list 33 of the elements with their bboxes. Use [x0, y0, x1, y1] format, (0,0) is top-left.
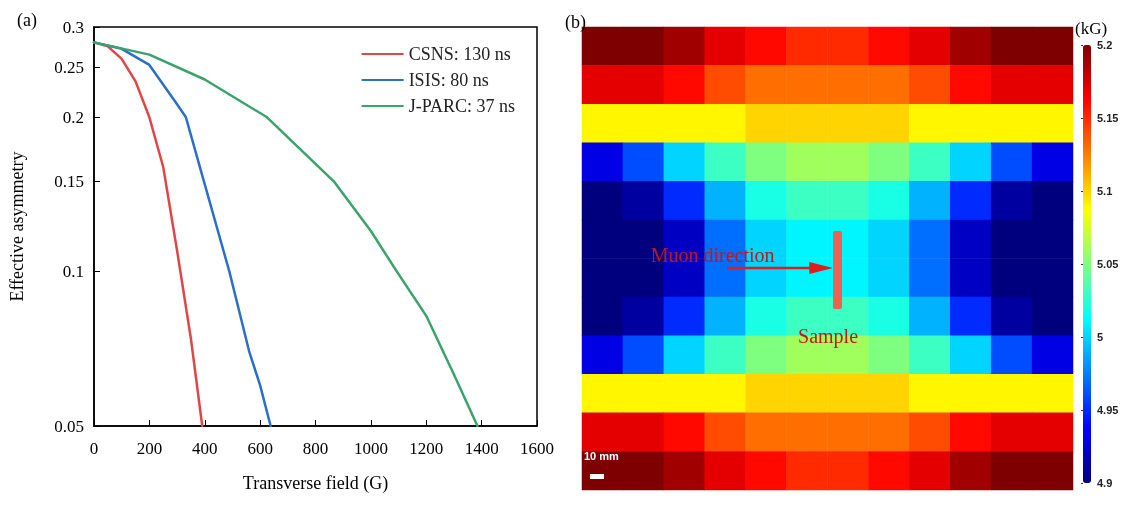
annotation: Muon direction: [650, 243, 775, 266]
legend-label: J-PARC: 37 ns: [408, 96, 515, 116]
y-tick-label: 0.2: [62, 107, 84, 127]
x-tick-label: 1000: [353, 439, 388, 458]
color-bar-label: 4.9: [1097, 477, 1113, 489]
y-tick-label: 0.1: [62, 262, 84, 282]
chart-title: (a): [17, 10, 37, 31]
x-axis-title: Transverse field (G): [242, 473, 389, 494]
y-tick-label: 0.15: [54, 171, 84, 191]
x-tick-label: 1400: [464, 439, 499, 458]
x-tick-label: 1200: [409, 439, 444, 458]
x-tick-label: 1600: [520, 439, 554, 458]
legend-label: ISIS: 80 ns: [408, 70, 489, 90]
annotation: 10 mm: [584, 450, 620, 463]
color-bar-label: 5.2: [1097, 39, 1113, 51]
y-tick-label: 0.25: [54, 58, 84, 78]
color-bar-label: 5.1: [1097, 185, 1113, 197]
x-tick-label: 200: [136, 439, 163, 458]
chart-title: (b): [565, 12, 586, 33]
color-bar-label: 4.95: [1097, 404, 1119, 416]
color-bar-label: 5.15: [1097, 112, 1119, 124]
color-bar-label: 5.05: [1097, 258, 1119, 270]
y-tick-label: 0.05: [54, 416, 84, 436]
y-tick-label: 0.3: [62, 17, 84, 37]
color-bar-title: (kG): [1075, 19, 1108, 38]
x-tick-label: 400: [192, 439, 218, 458]
y-axis-title: Effective asymmetry: [7, 151, 27, 302]
annotation: Sample: [798, 324, 859, 348]
color-bar-label: 5: [1097, 331, 1104, 343]
x-tick-label: 800: [302, 439, 329, 458]
x-tick-label: 600: [247, 439, 273, 458]
legend-label: CSNS: 130 ns: [408, 44, 511, 64]
x-tick-label: 0: [89, 439, 99, 458]
